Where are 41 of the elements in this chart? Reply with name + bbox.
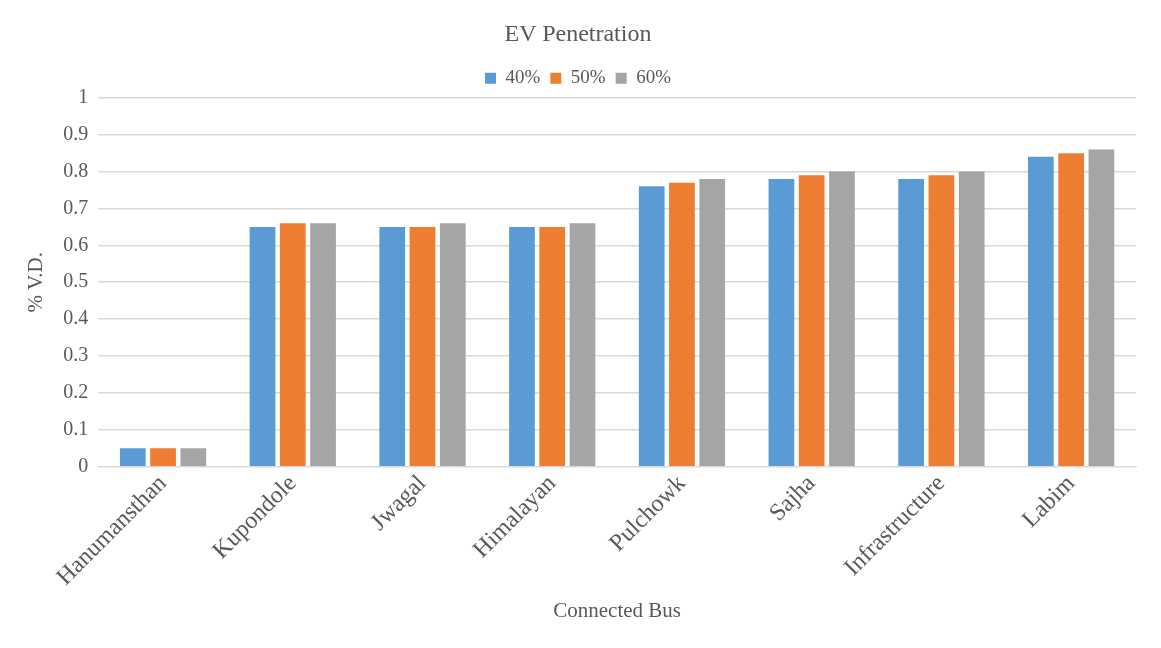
bar bbox=[379, 226, 406, 466]
bar bbox=[638, 186, 665, 466]
bar bbox=[409, 226, 436, 466]
y-tick-label: 0.3 bbox=[63, 343, 89, 366]
y-tick-label: 1 bbox=[78, 85, 89, 108]
y-axis-title: % V.D. bbox=[23, 251, 48, 313]
legend-label: 40% bbox=[505, 66, 541, 88]
bar bbox=[798, 175, 825, 466]
legend-label: 50% bbox=[570, 66, 606, 88]
bar bbox=[898, 178, 925, 466]
bar bbox=[539, 226, 566, 466]
y-tick-label: 0 bbox=[78, 453, 89, 476]
bar bbox=[829, 171, 855, 466]
bar bbox=[669, 182, 695, 466]
bar bbox=[1058, 153, 1084, 466]
y-tick-label: 0.9 bbox=[63, 121, 89, 144]
bar bbox=[699, 178, 726, 466]
bar bbox=[768, 178, 795, 466]
y-tick-label: 0.8 bbox=[63, 158, 89, 181]
bar bbox=[180, 448, 207, 466]
y-tick-label: 0.1 bbox=[63, 417, 89, 439]
bar bbox=[928, 175, 955, 466]
bar bbox=[119, 448, 146, 466]
bar bbox=[279, 223, 306, 466]
bar bbox=[569, 223, 596, 466]
bar bbox=[150, 448, 176, 466]
y-tick-label: 0.7 bbox=[63, 195, 89, 218]
bar bbox=[310, 223, 336, 466]
y-tick-label: 0.6 bbox=[63, 232, 89, 255]
bar bbox=[958, 171, 985, 466]
x-axis-title: Connected Bus bbox=[553, 597, 681, 622]
bar bbox=[249, 226, 276, 466]
y-tick-label: 0.2 bbox=[63, 380, 89, 403]
legend-label: 60% bbox=[636, 66, 672, 88]
bar bbox=[509, 226, 535, 466]
bar bbox=[1028, 156, 1054, 466]
y-tick-label: 0.5 bbox=[63, 269, 89, 292]
y-tick-label: 0.4 bbox=[63, 306, 89, 329]
chart-title: EV Penetration bbox=[504, 19, 652, 46]
bar bbox=[1088, 149, 1115, 466]
bar bbox=[439, 223, 466, 466]
